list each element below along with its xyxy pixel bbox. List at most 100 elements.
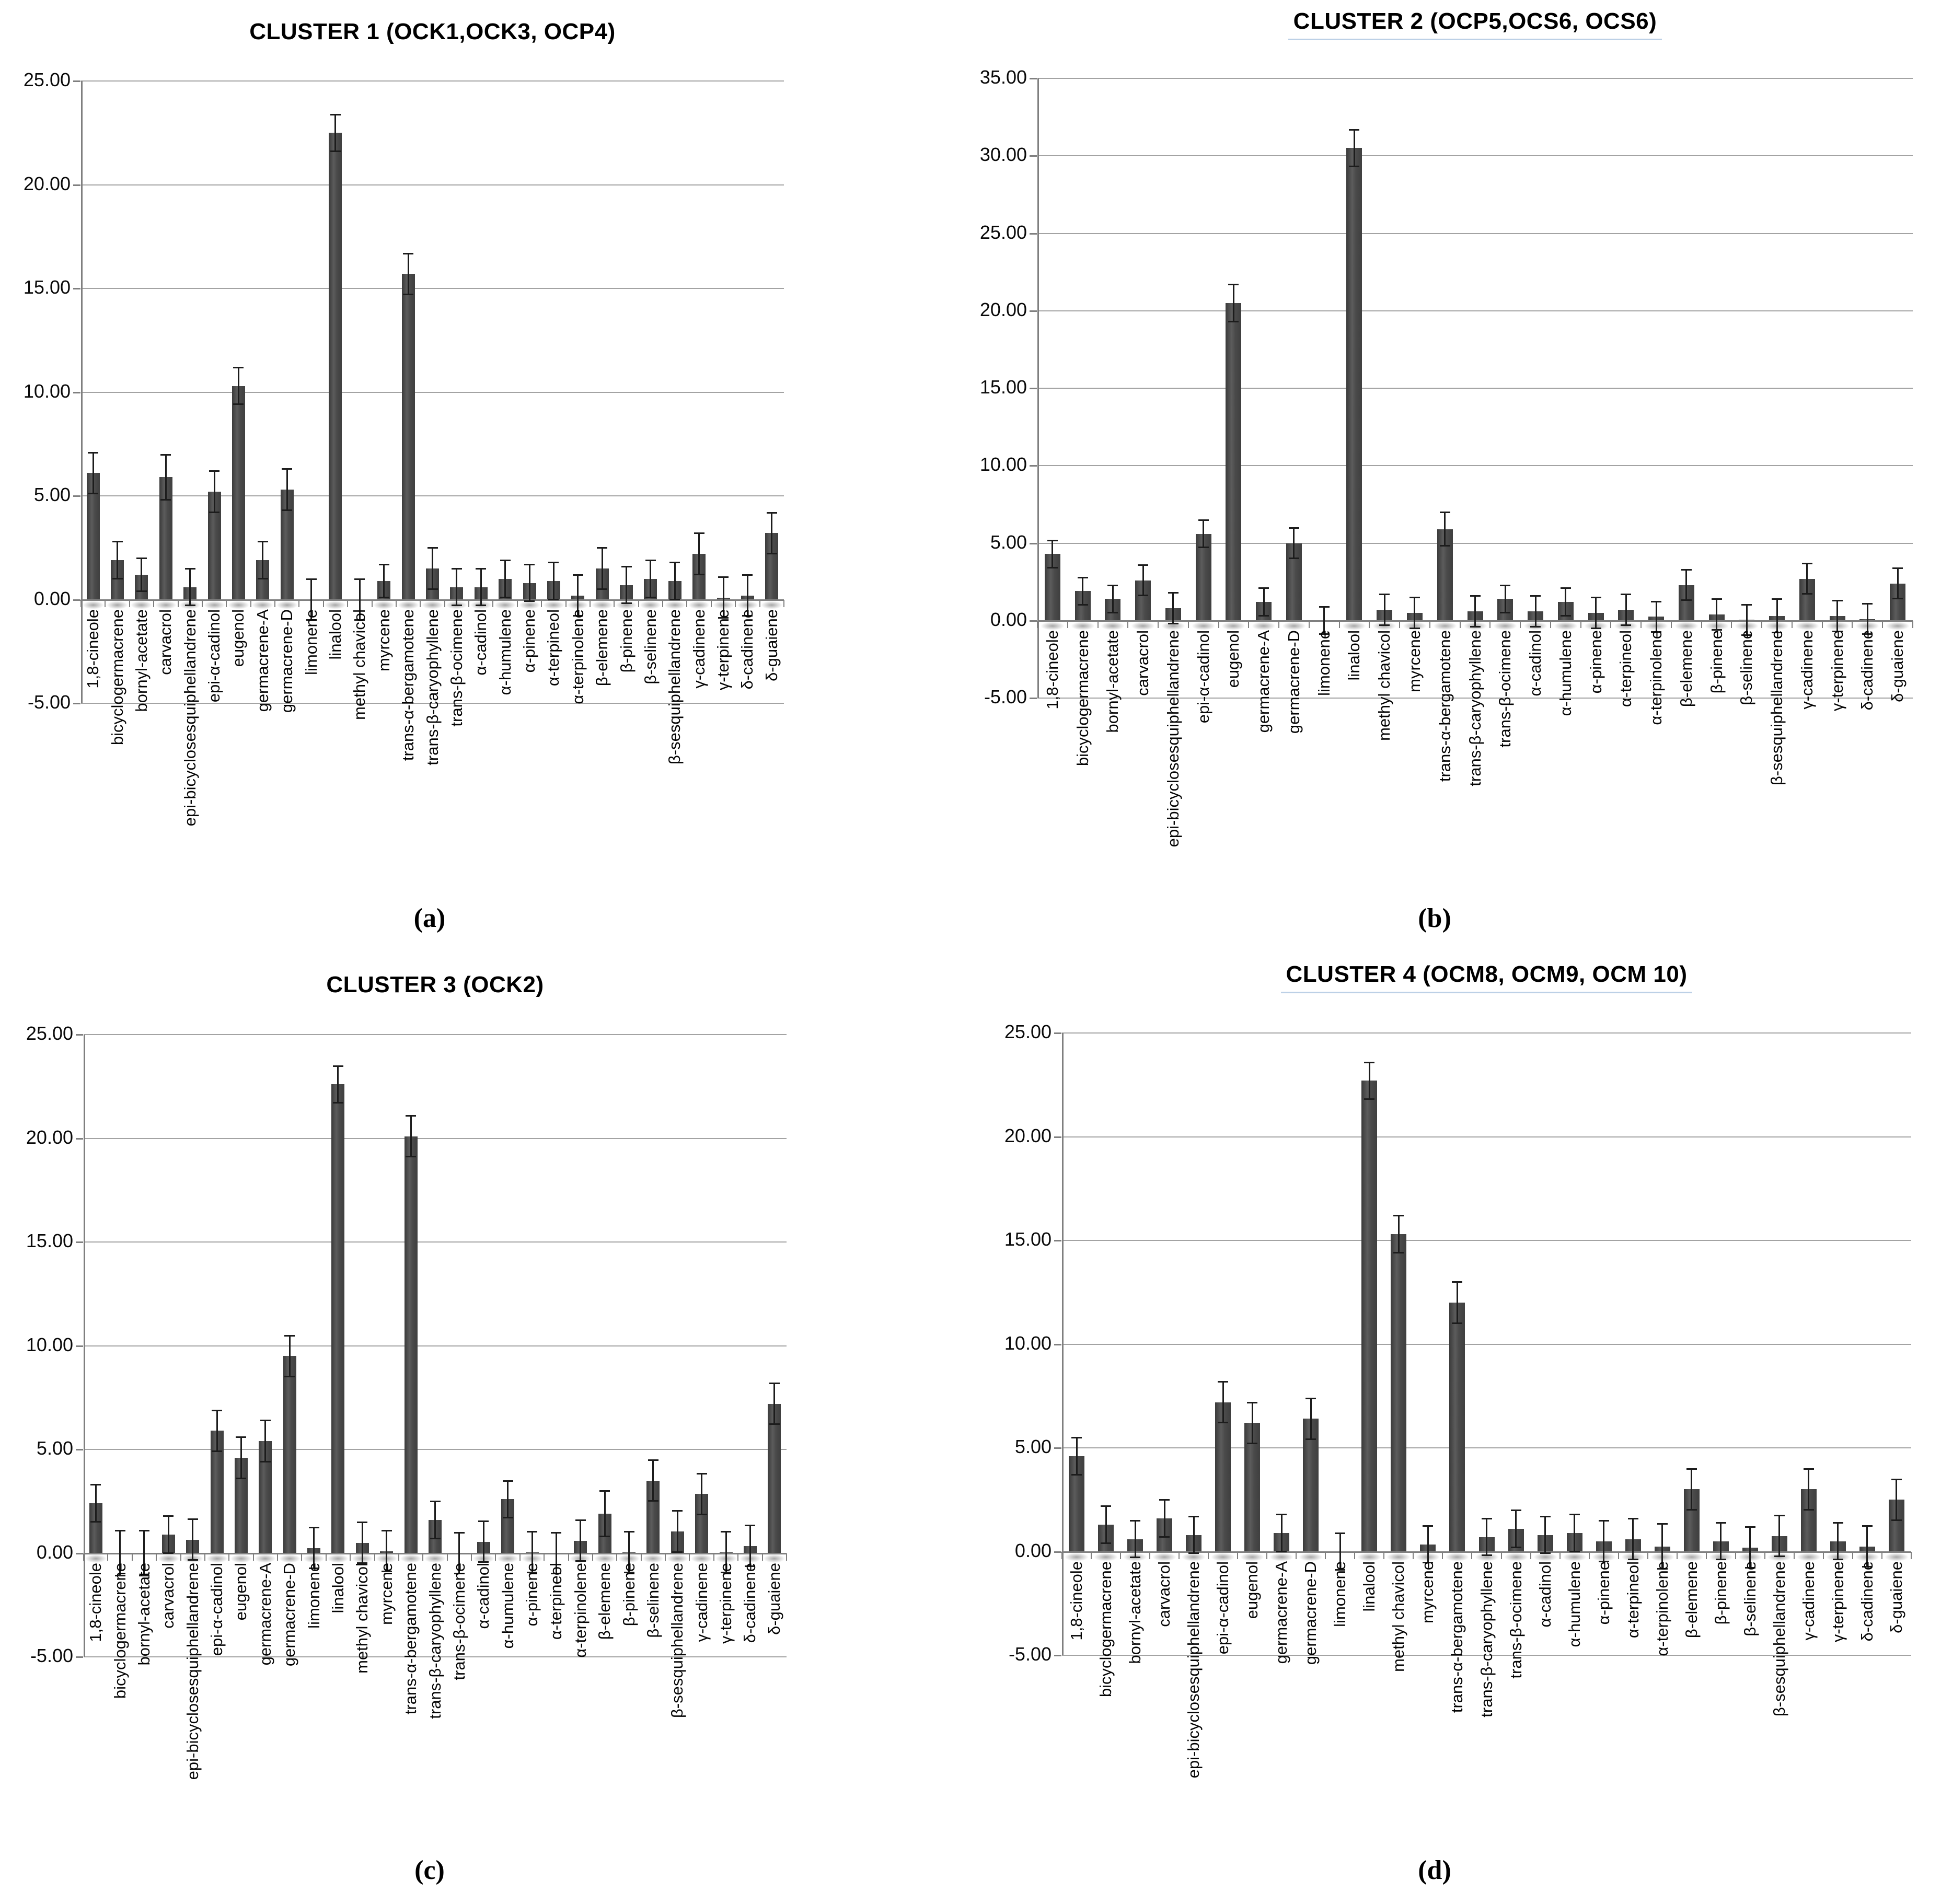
error-bar-cap-top — [1423, 1525, 1434, 1527]
y-axis-tick — [76, 1034, 83, 1036]
error-bar-cap-bottom — [1218, 1422, 1229, 1424]
error-bar-cap-bottom — [1228, 320, 1239, 322]
x-axis-category-label: trans-β-ocimene — [449, 1562, 468, 1680]
error-bar-cap-top — [1862, 603, 1873, 605]
x-axis-category-label: bornyl-acetate — [134, 1562, 153, 1665]
error-bar — [1203, 520, 1205, 548]
error-bar-cap-bottom — [1560, 614, 1571, 617]
error-bar-cap-top — [1470, 595, 1481, 597]
error-bar-cap-top — [284, 1334, 295, 1337]
error-bar-cap-top — [1530, 595, 1541, 597]
bar-linalool — [331, 1084, 345, 1553]
error-bar — [1746, 604, 1748, 635]
error-bar-cap-bottom — [1188, 1552, 1199, 1554]
error-bar-cap-top — [1598, 1519, 1609, 1522]
error-bar-cap-bottom — [1168, 622, 1179, 624]
gridline-y-10 — [1062, 1343, 1911, 1345]
error-bar-cap-bottom — [187, 1559, 198, 1561]
error-bar-cap-top — [551, 1531, 562, 1534]
error-bar-cap-top — [1228, 284, 1239, 286]
error-bar-cap-top — [378, 564, 389, 565]
x-axis-tick — [1530, 1551, 1531, 1559]
error-bar-cap-top — [163, 1515, 174, 1517]
error-bar-cap-top — [1803, 1468, 1814, 1470]
error-bar-cap-top — [1198, 519, 1209, 521]
error-bar — [432, 548, 433, 589]
error-bar-cap-top — [212, 1409, 223, 1411]
x-axis-category-label: epi-α-cadinol — [1214, 1561, 1232, 1654]
error-bar-cap-top — [381, 1529, 392, 1531]
x-axis-tick — [107, 1553, 109, 1561]
x-axis-tick — [1588, 1551, 1590, 1559]
x-axis-category-label: α-terpinolene — [1647, 630, 1666, 725]
x-axis-category-label: δ-guaiene — [765, 1562, 783, 1635]
error-bar-cap-top — [500, 560, 511, 562]
bar-shadow — [640, 600, 662, 609]
y-axis-line — [81, 81, 83, 703]
error-bar-cap-top — [694, 532, 704, 535]
gridline-y-20 — [1062, 1136, 1911, 1137]
x-axis-category-label: myrcene — [1405, 630, 1424, 692]
panel-cluster-2: CLUSTER 2 (OCP5,OCS6, OCS6) 35.00 30.00 25… — [970, 0, 1941, 952]
error-bar — [1172, 593, 1174, 624]
error-bar — [480, 568, 482, 606]
x-axis-tick — [105, 599, 106, 607]
y-axis-tick — [73, 184, 80, 186]
x-axis-tick — [1369, 620, 1370, 628]
bar-shadow — [1221, 621, 1246, 630]
error-bar-cap-top — [1832, 1522, 1843, 1524]
x-axis-tick — [589, 599, 591, 607]
error-bar-cap-top — [357, 1521, 368, 1523]
error-bar — [1808, 1468, 1810, 1511]
x-axis-tick — [1338, 620, 1340, 628]
error-bar-cap-top — [1258, 587, 1269, 589]
error-bar-cap-top — [160, 454, 171, 456]
gridline-y-25 — [1062, 1032, 1911, 1034]
error-bar-cap-bottom — [454, 1573, 465, 1575]
x-axis-category-label: bicyclogermacrene — [110, 1562, 129, 1699]
error-bar — [1896, 1479, 1898, 1520]
y-axis-tick — [1054, 1447, 1061, 1449]
bar-shadow — [1679, 1552, 1704, 1561]
plot-area-cluster-3: 25.00 20.00 15.00 10.00 5.00 0.00 -5.00 1,8-cin… — [26, 1023, 787, 1780]
bar-germacrene-D — [283, 1356, 296, 1553]
bar-linalool — [329, 133, 342, 600]
error-bar-cap-top — [621, 565, 632, 567]
error-bar-cap-bottom — [623, 1572, 634, 1574]
y-axis-tick — [73, 288, 80, 289]
gridline-y--5 — [1062, 1655, 1911, 1656]
error-bar-cap-top — [1439, 512, 1450, 514]
bar-shadow — [203, 600, 225, 609]
error-bar-cap-top — [1107, 584, 1118, 586]
error-bar — [507, 1480, 509, 1518]
x-axis-category-label: trans-β-ocimene — [1506, 1561, 1525, 1679]
error-bar-cap-bottom — [1801, 593, 1812, 595]
panel-letter-c: (c) — [414, 1855, 445, 1885]
x-axis-line — [84, 1552, 787, 1554]
x-axis-category-label: δ-guaiene — [1888, 630, 1907, 702]
x-axis-category-label: eugenol — [232, 1562, 250, 1620]
x-axis-category-label: eugenol — [229, 609, 248, 667]
x-axis-category-label: carvacrol — [156, 609, 175, 675]
x-axis-category-label: epi-α-cadinol — [205, 609, 224, 702]
error-bar-cap-top — [1188, 1516, 1199, 1517]
x-axis-category-label: δ-guaiene — [1887, 1561, 1905, 1633]
bar-shadow — [422, 600, 443, 609]
error-bar-cap-top — [1071, 1437, 1082, 1439]
y-axis-tick-label: 25.00 — [23, 69, 71, 90]
x-axis-tick — [322, 599, 324, 607]
error-bar — [1163, 1500, 1165, 1537]
error-bar-cap-top — [454, 1531, 465, 1534]
y-axis-tick-label: -5.00 — [30, 1645, 73, 1666]
x-axis-tick — [422, 1553, 424, 1561]
y-axis-tick — [1030, 78, 1037, 79]
y-axis-tick-label: 25.00 — [1004, 1021, 1052, 1042]
bar-shadow — [761, 600, 783, 609]
error-bar — [1574, 1514, 1576, 1552]
error-bar — [410, 1115, 412, 1157]
error-bar — [1866, 1525, 1868, 1568]
bar-shadow — [1796, 1552, 1821, 1561]
error-bar-cap-bottom — [163, 1552, 174, 1554]
bar-shadow — [252, 600, 274, 609]
error-bar-cap-top — [332, 1065, 343, 1067]
